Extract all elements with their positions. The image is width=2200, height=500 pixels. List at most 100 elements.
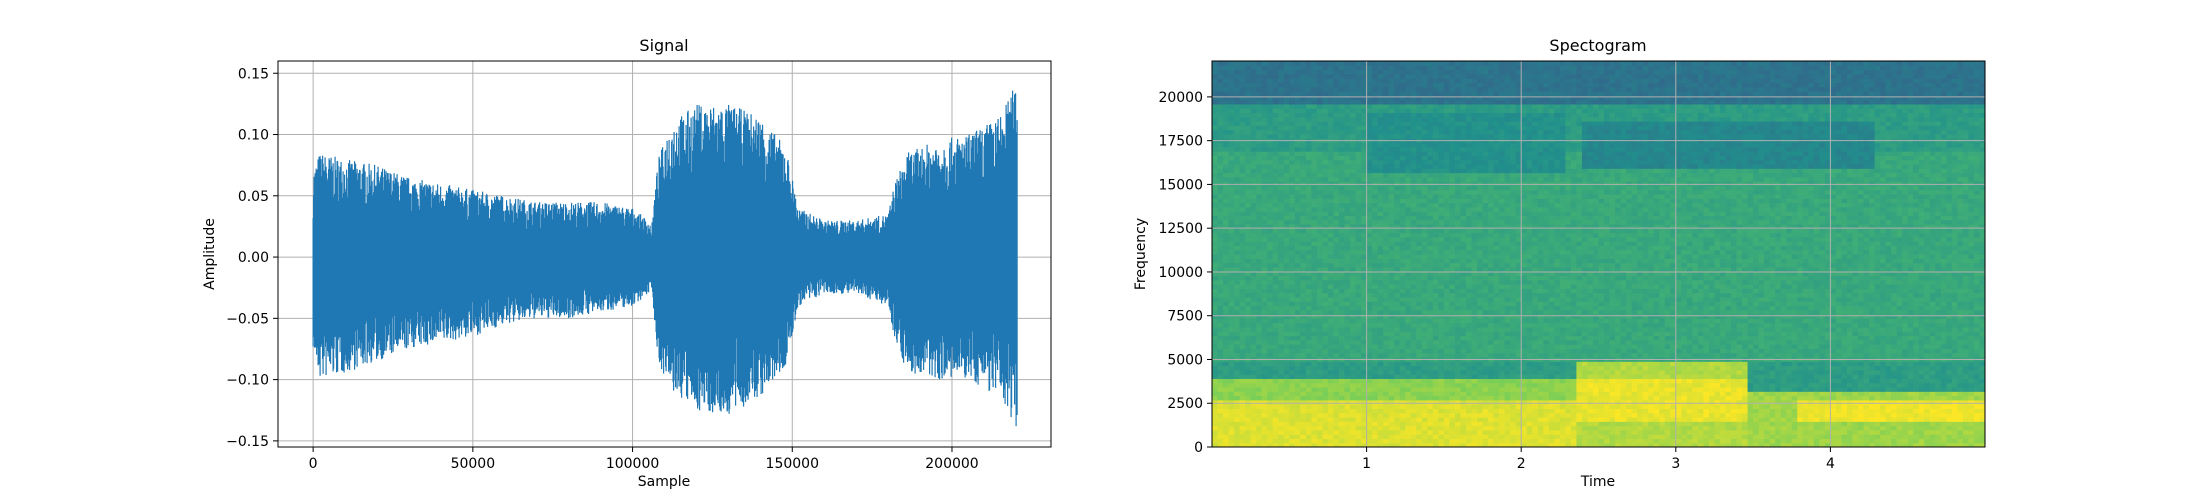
spectrogram-cell (1460, 181, 1467, 186)
spectrogram-cell (1383, 254, 1390, 259)
spectrogram-cell (1350, 339, 1357, 345)
spectrogram-cell (1454, 386, 1462, 392)
spectrogram-cell (1465, 103, 1473, 109)
spectrogram-cell (1465, 198, 1473, 204)
spectrogram-cell (1245, 151, 1252, 156)
spectrogram-cell (1267, 168, 1274, 174)
spectrogram-cell (1421, 262, 1428, 268)
spectrogram-cell (1449, 348, 1456, 354)
spectrogram-cell (1239, 404, 1246, 409)
spectrogram-cell (1399, 322, 1406, 328)
spectrogram-cell (1322, 129, 1329, 135)
spectrogram-cell (1410, 91, 1417, 96)
spectrogram-cell (1261, 215, 1268, 221)
spectrogram-cell (1443, 296, 1451, 302)
spectrogram-cell (1366, 159, 1373, 165)
spectrogram-cell (1294, 271, 1301, 277)
spectrogram-cell (1438, 181, 1445, 186)
spectrogram-cell (1421, 326, 1428, 332)
spectrogram-cell (1410, 386, 1417, 392)
spectrogram-cell (1228, 223, 1235, 229)
spectrogram-cell (1256, 112, 1263, 118)
spectrogram-cell (1305, 404, 1312, 409)
spectrogram-cell (1223, 159, 1230, 165)
spectrogram-cell (1427, 288, 1434, 294)
spectrogram-cell (1355, 193, 1362, 199)
spectrogram-cell (1267, 395, 1274, 401)
spectrogram-cell (1223, 176, 1230, 182)
spectrogram-cell (1283, 73, 1290, 79)
spectrogram-cell (1427, 352, 1434, 358)
spectrogram-cell (1212, 181, 1219, 186)
spectrogram-cell (1261, 284, 1268, 289)
spectrogram-cell (1416, 352, 1423, 358)
spectrogram-cell (1289, 314, 1296, 319)
spectrogram-cell (1272, 412, 1279, 418)
spectrogram-cell (1460, 228, 1467, 234)
spectrogram-cell (1256, 434, 1263, 440)
spectrogram-cell (1355, 275, 1362, 281)
spectrogram-cell (1416, 121, 1423, 126)
spectrogram-cell (1421, 314, 1428, 319)
spectrogram-cell (1311, 408, 1318, 414)
spectrogram-cell (1443, 335, 1451, 341)
spectrogram-cell (1482, 425, 1489, 431)
spectrogram-cell (1256, 245, 1263, 251)
spectrogram-cell (1482, 86, 1489, 92)
spectrogram-cell (1394, 318, 1401, 324)
spectrogram-cell (1327, 438, 1335, 444)
spectrogram-cell (1394, 215, 1401, 221)
spectrogram-cell (1316, 129, 1324, 135)
spectrogram-cell (1454, 125, 1462, 131)
spectrogram-cell (1267, 73, 1274, 79)
spectrogram-cell (1388, 352, 1395, 358)
spectrogram-cell (1212, 206, 1219, 212)
spectrogram-cell (1438, 82, 1445, 88)
spectrogram-cell (1289, 326, 1296, 332)
spectrogram-cell (1449, 301, 1456, 307)
spectrogram-cell (1510, 339, 1517, 345)
spectrogram-cell (1488, 361, 1495, 367)
spectrogram-cell (1223, 65, 1230, 71)
spectrogram-cell (1261, 391, 1268, 397)
spectrogram-cell (1245, 189, 1252, 195)
spectrogram-cell (1256, 65, 1263, 71)
spectrogram-cell (1465, 189, 1473, 195)
spectrogram-cell (1421, 279, 1428, 285)
spectrogram-cell (1311, 211, 1318, 216)
spectrogram-cell (1250, 429, 1257, 435)
spectrogram-cell (1427, 112, 1434, 118)
spectrogram-cell (1421, 155, 1428, 161)
spectrogram-cell (1377, 228, 1384, 234)
spectrogram-cell (1267, 275, 1274, 281)
spectrogram-cell (1278, 412, 1285, 418)
spectrogram-cell (1305, 65, 1312, 71)
spectrogram-cell (1289, 99, 1296, 105)
spectrogram-cell (1239, 352, 1246, 358)
spectrogram-cell (1388, 391, 1395, 397)
spectrogram-cell (1366, 215, 1373, 221)
spectrogram-cell (1217, 382, 1224, 388)
spectrogram-cell (1510, 421, 1517, 427)
spectrogram-cell (1272, 168, 1279, 174)
spectrogram-cell (1234, 301, 1241, 307)
spectrogram-cell (1488, 193, 1495, 199)
spectrogram-cell (1344, 116, 1351, 122)
spectrogram-cell (1333, 181, 1340, 186)
spectrogram-cell (1289, 339, 1296, 345)
spectrogram-cell (1294, 386, 1301, 392)
spectrogram-cell (1388, 262, 1395, 268)
spectrogram-cell (1327, 288, 1335, 294)
spectrogram-cell (1394, 241, 1401, 247)
spectrogram-cell (1223, 438, 1230, 444)
spectrogram-cell (1350, 442, 1357, 447)
spectrogram-cell (1267, 228, 1274, 234)
spectrogram-cell (1283, 215, 1290, 221)
spectrogram-cell (1289, 82, 1296, 88)
spectrogram-cell (1383, 391, 1390, 397)
spectrogram-cell (1421, 395, 1428, 401)
spectrogram-cell (1510, 86, 1517, 92)
spectrogram-cell (1438, 395, 1445, 401)
spectrogram-cell (1272, 241, 1279, 247)
spectrogram-cell (1322, 318, 1329, 324)
